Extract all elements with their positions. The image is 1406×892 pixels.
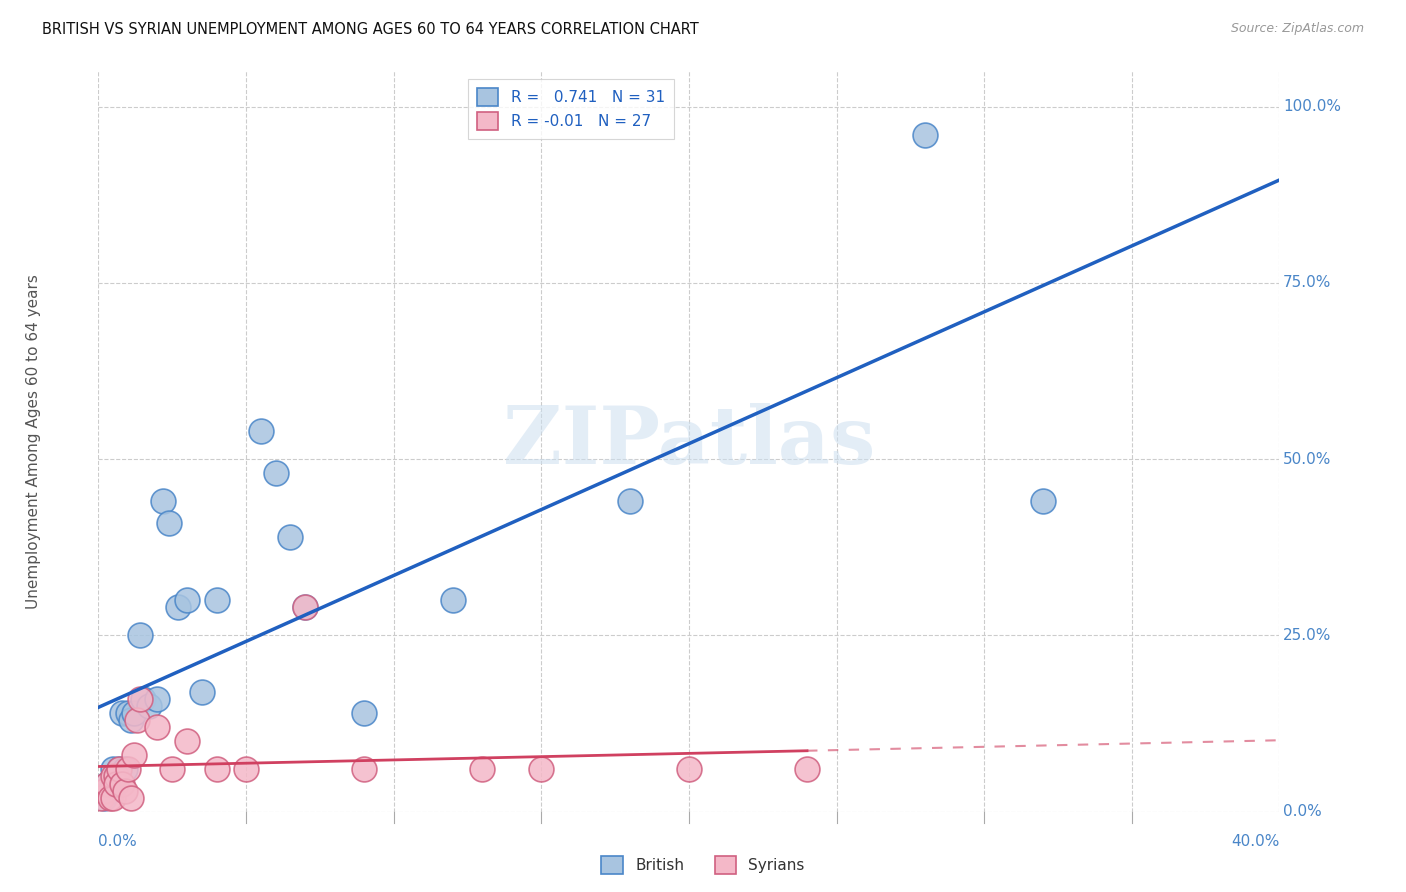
Text: 0.0%: 0.0% xyxy=(1284,805,1322,819)
Point xyxy=(619,494,641,508)
Point xyxy=(205,593,228,607)
Point xyxy=(294,600,316,615)
Point xyxy=(353,706,375,720)
Point xyxy=(105,776,128,790)
Point xyxy=(167,600,190,615)
Point xyxy=(176,734,198,748)
Point xyxy=(122,748,145,763)
Point xyxy=(111,706,134,720)
Point xyxy=(250,424,273,438)
Point xyxy=(191,685,214,699)
Point xyxy=(108,763,131,777)
Text: BRITISH VS SYRIAN UNEMPLOYMENT AMONG AGES 60 TO 64 YEARS CORRELATION CHART: BRITISH VS SYRIAN UNEMPLOYMENT AMONG AGE… xyxy=(42,22,699,37)
Point xyxy=(176,593,198,607)
Point xyxy=(98,783,121,797)
Point xyxy=(103,769,125,783)
Text: 0.0%: 0.0% xyxy=(98,834,138,849)
Text: 40.0%: 40.0% xyxy=(1232,834,1279,849)
Point xyxy=(90,783,112,797)
Point xyxy=(103,763,125,777)
Point xyxy=(530,763,553,777)
Text: ZIPatlas: ZIPatlas xyxy=(503,402,875,481)
Point xyxy=(353,763,375,777)
Point xyxy=(278,530,302,544)
Point xyxy=(93,790,115,805)
Point xyxy=(471,763,494,777)
Point xyxy=(105,769,128,783)
Point xyxy=(205,763,228,777)
Point xyxy=(108,763,131,777)
Point xyxy=(264,467,287,481)
Point xyxy=(96,776,118,790)
Point xyxy=(93,783,115,797)
Point xyxy=(132,692,155,706)
Legend: R =   0.741   N = 31, R = -0.01   N = 27: R = 0.741 N = 31, R = -0.01 N = 27 xyxy=(468,79,673,139)
Text: 100.0%: 100.0% xyxy=(1284,99,1341,114)
Point xyxy=(678,763,700,777)
Point xyxy=(294,600,316,615)
Point xyxy=(128,692,150,706)
Point xyxy=(122,706,145,720)
Point xyxy=(441,593,464,607)
Point xyxy=(1032,494,1054,508)
Text: Source: ZipAtlas.com: Source: ZipAtlas.com xyxy=(1230,22,1364,36)
Point xyxy=(114,763,136,777)
Point xyxy=(120,790,142,805)
Point xyxy=(914,128,936,142)
Point xyxy=(111,776,134,790)
Point xyxy=(146,720,169,734)
Text: 50.0%: 50.0% xyxy=(1284,451,1331,467)
Point xyxy=(128,628,150,642)
Text: 25.0%: 25.0% xyxy=(1284,628,1331,643)
Point xyxy=(235,763,257,777)
Legend: British, Syrians: British, Syrians xyxy=(595,850,811,880)
Point xyxy=(138,698,160,713)
Point xyxy=(796,763,818,777)
Point xyxy=(105,769,128,783)
Point xyxy=(103,790,125,805)
Point xyxy=(152,494,174,508)
Point xyxy=(162,763,183,777)
Point xyxy=(117,763,139,777)
Text: Unemployment Among Ages 60 to 64 years: Unemployment Among Ages 60 to 64 years xyxy=(25,274,41,609)
Point xyxy=(98,790,121,805)
Text: 75.0%: 75.0% xyxy=(1284,276,1331,291)
Point xyxy=(90,790,112,805)
Point xyxy=(117,706,139,720)
Point xyxy=(146,692,169,706)
Point xyxy=(157,516,180,530)
Point xyxy=(125,713,148,727)
Point xyxy=(120,713,142,727)
Point xyxy=(96,776,118,790)
Point xyxy=(114,783,136,797)
